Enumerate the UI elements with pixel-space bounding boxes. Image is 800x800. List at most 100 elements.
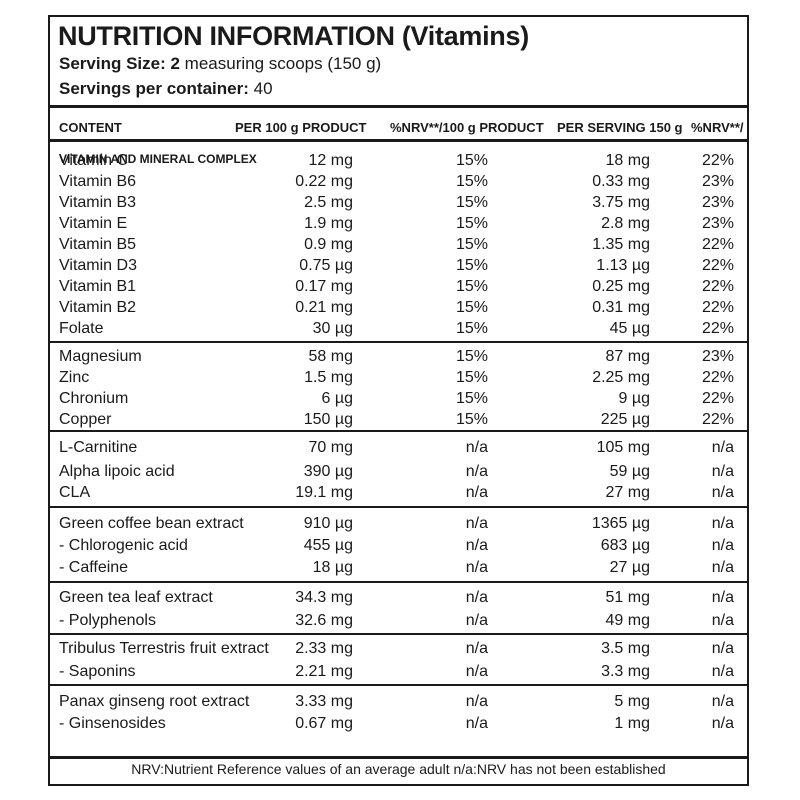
nrv-per-serving: 22% <box>701 369 734 386</box>
nrv-per-serving: n/a <box>711 439 734 456</box>
nrv-per-100g: n/a <box>465 663 488 680</box>
nrv-per-100g: n/a <box>465 463 488 480</box>
nutrient-name: Green tea leaf extract <box>59 589 213 606</box>
table-row: - Ginsenosides 0.67 mg n/a 1 mg n/a <box>50 715 747 736</box>
nrv-per-100g: n/a <box>465 589 488 606</box>
group-divider <box>50 341 747 343</box>
nrv-per-serving: 22% <box>701 299 734 316</box>
per-serving: 105 mg <box>596 439 650 456</box>
per-100g: 910 µg <box>303 515 353 532</box>
nutrient-name: L-Carnitine <box>59 439 138 456</box>
table-row: Vitamin B6 0.22 mg 15% 0.33 mg 23% <box>50 173 747 194</box>
per-serving: 51 mg <box>605 589 650 606</box>
nrv-per-serving: 23% <box>701 215 734 232</box>
table-row: Copper 150 µg 15% 225 µg 22% <box>50 411 747 432</box>
table-row: Vitamin B2 0.21 mg 15% 0.31 mg 22% <box>50 299 747 320</box>
table-row: - Polyphenols 32.6 mg n/a 49 mg n/a <box>50 612 747 633</box>
table-row: Tribulus Terrestris fruit extract 2.33 mg… <box>50 640 747 661</box>
nutrient-name: Chronium <box>59 390 129 407</box>
nrv-per-100g: n/a <box>465 515 488 532</box>
per-100g: 1.5 mg <box>304 369 353 386</box>
nutrient-name: CLA <box>59 484 91 501</box>
per-100g: 6 µg <box>321 390 353 407</box>
nrv-per-serving: 23% <box>701 173 734 190</box>
serving-size: Serving Size: 2 measuring scoops (150 g) <box>59 54 381 74</box>
footer-rule <box>50 756 747 759</box>
nrv-per-100g: 15% <box>455 173 488 190</box>
per-100g: 2.33 mg <box>295 640 353 657</box>
nrv-per-100g: n/a <box>465 693 488 710</box>
per-serving: 0.33 mg <box>592 173 650 190</box>
per-100g: 0.9 mg <box>304 236 353 253</box>
per-serving: 225 µg <box>600 411 650 428</box>
col-header-serving: PER SERVING 150 g <box>557 120 683 135</box>
table-row: Magnesium 58 mg 15% 87 mg 23% <box>50 348 747 369</box>
nutrient-name: Vitamin B6 <box>59 173 137 190</box>
per-100g: 18 µg <box>312 559 353 576</box>
servings-label: Servings per container: <box>59 79 249 98</box>
table-row: - Caffeine 18 µg n/a 27 µg n/a <box>50 559 747 580</box>
nrv-per-100g: 15% <box>455 411 488 428</box>
nrv-per-100g: 15% <box>455 257 488 274</box>
per-serving: 3.5 mg <box>601 640 650 657</box>
per-serving: 3.75 mg <box>592 194 650 211</box>
serving-size-label: Serving Size: 2 <box>59 54 180 73</box>
nrv-per-100g: 15% <box>455 299 488 316</box>
footer-note: NRV:Nutrient Reference values of an aver… <box>131 761 666 777</box>
per-100g: 1.9 mg <box>304 215 353 232</box>
nutrition-panel: NUTRITION INFORMATION (Vitamins) Serving… <box>48 15 749 786</box>
col-header-nrv-serving: %NRV**/ <box>691 120 744 135</box>
per-serving: 2.25 mg <box>592 369 650 386</box>
nrv-per-serving: n/a <box>711 515 734 532</box>
nrv-per-serving: n/a <box>711 484 734 501</box>
table-row: - Chlorogenic acid 455 µg n/a 683 µg n/a <box>50 537 747 558</box>
nrv-per-100g: 15% <box>455 278 488 295</box>
table-row: Chronium 6 µg 15% 9 µg 22% <box>50 390 747 411</box>
nutrient-name: - Polyphenols <box>59 612 156 629</box>
per-100g: 30 µg <box>312 320 353 337</box>
nrv-per-serving: n/a <box>711 640 734 657</box>
per-serving: 1.35 mg <box>592 236 650 253</box>
group-divider <box>50 506 747 508</box>
nrv-per-serving: n/a <box>711 537 734 554</box>
nutrient-name: Magnesium <box>59 348 142 365</box>
per-100g: 34.3 mg <box>295 589 353 606</box>
per-100g: 19.1 mg <box>295 484 353 501</box>
per-100g: 3.33 mg <box>295 693 353 710</box>
per-serving: 683 µg <box>600 537 650 554</box>
header-rule <box>50 105 747 108</box>
per-100g: 32.6 mg <box>295 612 353 629</box>
per-serving: 1365 µg <box>591 515 650 532</box>
serving-size-value: measuring scoops (150 g) <box>184 54 382 73</box>
nrv-per-serving: 22% <box>701 152 734 169</box>
per-100g: 0.67 mg <box>295 715 353 732</box>
per-100g: 390 µg <box>303 463 353 480</box>
nrv-per-serving: n/a <box>711 589 734 606</box>
nrv-per-serving: n/a <box>711 559 734 576</box>
per-100g: 70 mg <box>308 439 353 456</box>
group-divider <box>50 430 747 432</box>
per-serving: 9 µg <box>618 390 650 407</box>
table-row: L-Carnitine 70 mg n/a 105 mg n/a <box>50 439 747 460</box>
nutrient-name: Vitamin B1 <box>59 278 137 295</box>
nrv-per-serving: 22% <box>701 390 734 407</box>
table-row: Vitamin D3 0.75 µg 15% 1.13 µg 22% <box>50 257 747 278</box>
table-row: Vitamin C 12 mg 15% 18 mg 22% <box>50 152 747 173</box>
nutrient-name: Vitamin E <box>59 215 128 232</box>
per-serving: 0.25 mg <box>592 278 650 295</box>
per-100g: 12 mg <box>308 152 353 169</box>
nrv-per-serving: 22% <box>701 236 734 253</box>
group-divider <box>50 684 747 686</box>
per-100g: 2.5 mg <box>304 194 353 211</box>
table-row: Green coffee bean extract 910 µg n/a 1365 µ… <box>50 515 747 536</box>
table-row: Zinc 1.5 mg 15% 2.25 mg 22% <box>50 369 747 390</box>
table-row: Folate 30 µg 15% 45 µg 22% <box>50 320 747 341</box>
nutrient-name: Vitamin B5 <box>59 236 137 253</box>
nutrient-name: - Chlorogenic acid <box>59 537 188 554</box>
nutrient-name: Vitamin D3 <box>59 257 137 274</box>
per-serving: 59 µg <box>609 463 650 480</box>
servings-value: 40 <box>253 79 273 98</box>
nutrient-name: Tribulus Terrestris fruit extract <box>59 640 269 657</box>
nrv-per-serving: n/a <box>711 693 734 710</box>
servings-per-container: Servings per container: 40 <box>59 79 273 99</box>
